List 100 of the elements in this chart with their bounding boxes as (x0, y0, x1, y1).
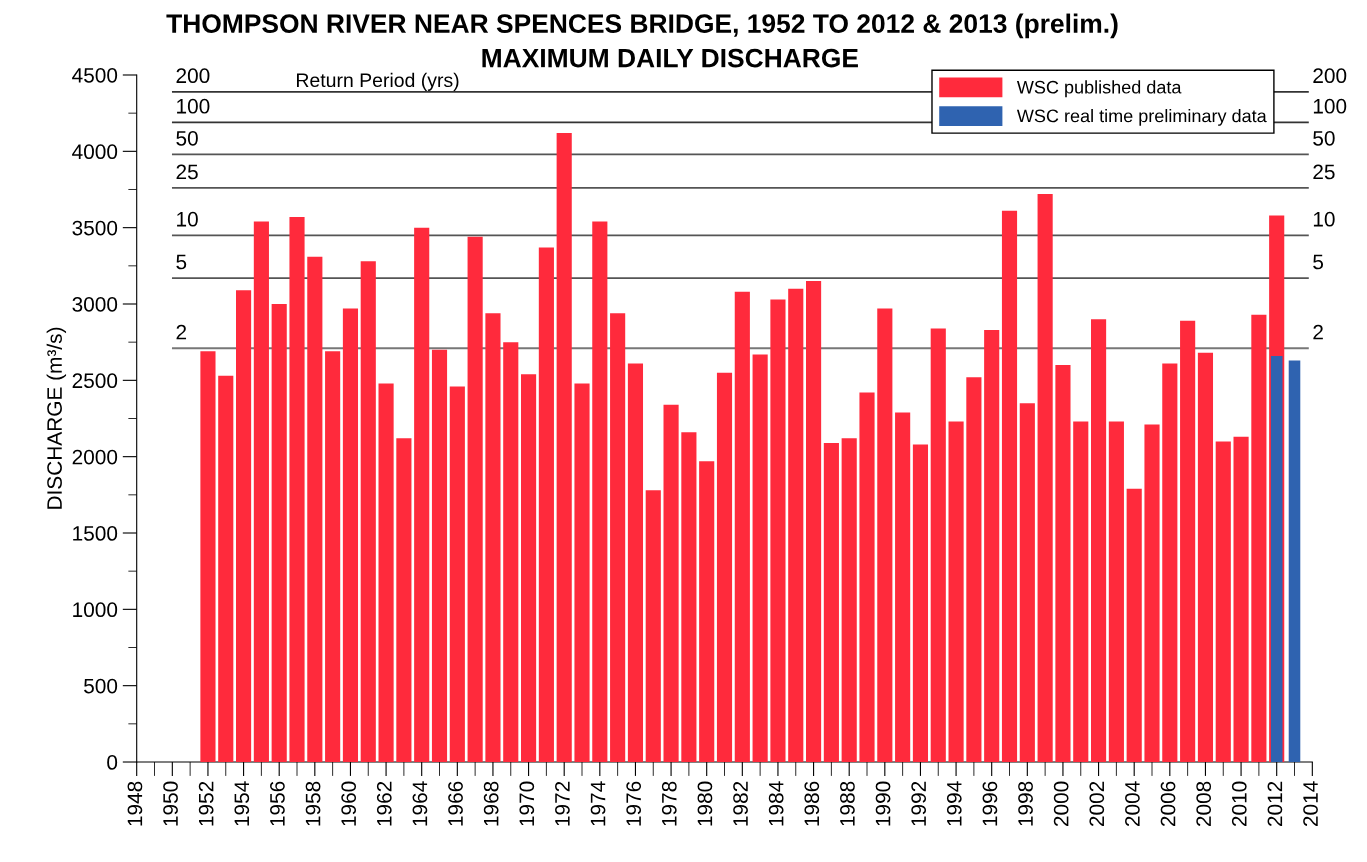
annotation: 10 (177, 211, 198, 227)
text: 5 (1313, 254, 1324, 270)
bar (218, 375, 234, 763)
x-tick-label: 1996 (982, 781, 998, 826)
bar (770, 299, 786, 763)
bar (663, 404, 679, 763)
annotation: 50 (176, 130, 198, 146)
x-tick-label: 1966 (448, 781, 463, 826)
annotation: Return Period (yrs) (297, 72, 459, 91)
bar (610, 313, 626, 763)
x-tick-label: 1980 (697, 781, 713, 826)
x-tick-label: 1974 (590, 781, 606, 826)
bar (1270, 355, 1283, 763)
bar (378, 383, 394, 763)
y-tick-label: 2000 (72, 449, 118, 465)
bar (485, 313, 501, 763)
x-tick-label: 2010 (1231, 781, 1247, 827)
bar (1019, 403, 1035, 763)
annotation: 5 (176, 254, 187, 270)
bar (1288, 360, 1301, 763)
bar (342, 308, 359, 763)
x-tick-label: 1992 (911, 781, 927, 826)
y-tick-label: 0 (107, 755, 118, 770)
y-tick-label: 4500 (72, 68, 118, 83)
legend-label: WSC published data (1016, 80, 1182, 98)
x-tick-label: 2012 (1267, 781, 1283, 827)
bar (521, 374, 537, 763)
x-tick-label: 1950 (163, 781, 178, 826)
bar (806, 281, 822, 763)
bar (1233, 436, 1249, 763)
bar (289, 216, 305, 763)
annotation: 200 (176, 68, 210, 84)
x-tick-label: 2008 (1196, 781, 1212, 827)
bar (574, 383, 590, 763)
bar (449, 386, 465, 763)
x-tick-label: 1988 (840, 781, 855, 826)
bar (1055, 365, 1071, 763)
bar (1126, 488, 1142, 763)
bar (699, 461, 715, 763)
bar (645, 490, 661, 763)
bar (325, 351, 341, 763)
x-tick-label: 1986 (804, 781, 820, 826)
y-tick-label: 4000 (72, 144, 118, 160)
bar (752, 354, 768, 763)
bar (1108, 421, 1124, 763)
x-tick-label: 1954 (234, 781, 250, 826)
bar (841, 438, 857, 763)
bar (859, 392, 875, 763)
bar (912, 444, 929, 763)
bar (716, 372, 733, 763)
bar (1001, 210, 1018, 763)
bar (200, 351, 216, 763)
x-tick-label: 1972 (555, 781, 570, 826)
bar (253, 221, 269, 763)
bar (1144, 424, 1160, 763)
x-tick-label: 1968 (483, 781, 499, 826)
x-tick-label: 1960 (341, 781, 357, 826)
bar (1162, 363, 1178, 763)
bar (877, 308, 893, 763)
bar (271, 304, 287, 763)
chart-title: THOMPSON RIVER NEAR SPENCES BRIDGE, 1952 TO 2012 & 2013 (prelim.) (166, 13, 1118, 39)
bar (236, 290, 252, 763)
y-tick-label: 500 (84, 678, 118, 694)
bar (1091, 319, 1107, 763)
y-tick-label: 3000 (72, 297, 118, 312)
bar (984, 329, 1000, 763)
x-tick-label: 1998 (1018, 781, 1033, 826)
x-tick-label: 1990 (875, 781, 891, 826)
x-tick-label: 1978 (661, 781, 677, 826)
chart-subtitle: MAXIMUM DAILY DISCHARGE (482, 48, 858, 68)
bar (431, 349, 448, 763)
bar (1180, 320, 1196, 763)
annotation: 25 (176, 164, 198, 180)
text: 200 (1313, 68, 1347, 84)
text: 25 (1313, 164, 1335, 180)
bar (1197, 352, 1214, 763)
x-tick-label: 1958 (305, 781, 321, 826)
x-tick-label: 2006 (1160, 781, 1176, 827)
x-tick-label: 1956 (270, 781, 285, 826)
annotation: 2 (176, 324, 187, 340)
x-tick-label: 1976 (626, 781, 642, 826)
x-tick-label: 1984 (768, 781, 784, 826)
bar (1215, 441, 1231, 763)
bar (734, 291, 750, 763)
y-tick-label: 3500 (72, 220, 118, 236)
bar (1073, 421, 1089, 763)
x-tick-label: 1982 (733, 781, 748, 826)
legend-label: WSC real time preliminary data (1016, 109, 1267, 126)
bar (823, 442, 839, 763)
text: 2 (1313, 324, 1323, 340)
bar (538, 247, 554, 763)
bar (307, 256, 323, 763)
bar (556, 133, 572, 763)
x-tick-label: 1970 (519, 781, 535, 826)
y-tick-label: 1500 (73, 526, 118, 541)
text: 10 (1313, 211, 1335, 227)
bar (396, 438, 412, 763)
bar (1251, 314, 1267, 763)
text: 50 (1313, 130, 1335, 146)
bar (788, 288, 804, 763)
